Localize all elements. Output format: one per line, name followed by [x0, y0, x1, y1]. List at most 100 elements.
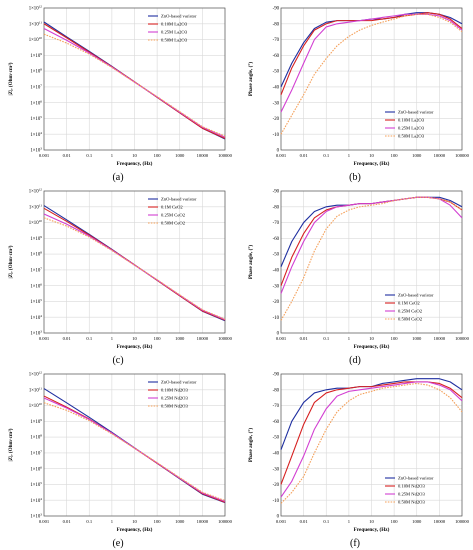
panel-f: 0.001 0.01 0.1 1 10 100 1000 10000 100000 0 -10 -20… [237, 366, 473, 549]
y-axis-title: |Z|, (Ohm·cm²) [7, 428, 14, 461]
y-tick-label: -80 [273, 388, 280, 393]
y-tick-label: 1×108 [30, 68, 42, 75]
y-tick-label: -80 [273, 205, 280, 210]
y-tick-label: 1×103 [30, 147, 42, 154]
y-axis-title: |Z|, (Ohm·cm²) [7, 245, 14, 278]
plot-frame [280, 373, 463, 517]
x-tick-label: 1000 [412, 336, 422, 341]
panel-d: 0.001 0.01 0.1 1 10 100 1000 10000 100000 0 -10 -20… [237, 183, 473, 366]
x-tick-label: 100 [391, 519, 399, 524]
y-tick-label: -30 [273, 467, 280, 472]
x-tick-label: 100000 [218, 519, 232, 524]
y-tick-label: 1×105 [30, 298, 42, 305]
plot-frame [43, 373, 226, 517]
y-tick-label: -10 [273, 499, 280, 504]
x-tick-label: 0.1 [86, 153, 92, 158]
series-line-3 [280, 381, 463, 498]
y-tick-label: -70 [273, 38, 280, 43]
panel-a: 0.001 0.01 0.1 1 10 100 1000 10000 100000 1×103 1×… [0, 0, 236, 183]
x-tick-label: 100000 [455, 519, 469, 524]
chart-c-svg: 0.001 0.01 0.1 1 10 100 1000 10000 100000 1×103 1×… [7, 188, 233, 350]
y-tick-label: 1×1011 [29, 203, 42, 210]
y-tick-label: 1×1012 [29, 371, 43, 378]
y-tick-label: -90 [273, 373, 280, 378]
chart-d-svg: 0.001 0.01 0.1 1 10 100 1000 10000 100000 0 -10 -20… [247, 190, 470, 350]
y-tick-label: 1×1010 [29, 402, 43, 409]
x-tick-label: 1000 [175, 519, 185, 524]
x-tick-label: 0.001 [39, 336, 50, 341]
x-tick-label: 0.01 [300, 519, 309, 524]
series-line-2 [280, 12, 463, 95]
x-tick-label: 10 [132, 336, 137, 341]
x-tick-label: 0.01 [63, 336, 72, 341]
x-tick-label: 10 [369, 153, 374, 158]
panel-label-d: (d) [349, 355, 361, 366]
y-tick-label: 1×104 [30, 131, 42, 138]
x-axis-title: Frequency, (Hz) [354, 343, 390, 350]
y-tick-label: -60 [273, 54, 280, 59]
y-tick-label: 1×105 [30, 481, 42, 488]
y-tick-label: 0 [277, 332, 280, 337]
x-tick-label: 0.001 [276, 519, 287, 524]
x-tick-label: 10000 [197, 336, 209, 341]
x-axis-title: Frequency, (Hz) [354, 160, 390, 167]
y-tick-label: -20 [273, 483, 280, 488]
x-tick-label: 100000 [218, 153, 232, 158]
x-tick-label: 1000 [175, 153, 185, 158]
series-line-4 [43, 402, 226, 502]
x-tick-label: 10000 [197, 519, 209, 524]
legend-entry: 0.50M Nd2O3 [398, 500, 426, 505]
y-tick-label: 1×109 [30, 418, 42, 425]
y-tick-label: -50 [273, 436, 280, 441]
x-axis-title: Frequency, (Hz) [117, 526, 153, 533]
y-tick-label: -90 [273, 7, 280, 12]
plot-frame [43, 7, 226, 151]
y-axis-title: Phase angle, (°) [247, 428, 254, 462]
legend-entry: 0.10M La2O3 [161, 22, 188, 27]
panel-label-b: (b) [349, 172, 361, 183]
legend-entry: 0.50M Nd2O3 [161, 404, 189, 409]
y-tick-label: 1×109 [30, 235, 42, 242]
y-tick-label: -90 [273, 190, 280, 195]
plot-frame [280, 190, 463, 334]
y-tick-label: 1×1011 [29, 386, 42, 393]
x-tick-label: 0.1 [86, 519, 92, 524]
y-tick-label: 1×108 [30, 434, 42, 441]
chart-a-svg: 0.001 0.01 0.1 1 10 100 1000 10000 100000 1×103 1×… [7, 5, 233, 167]
y-tick-label: -60 [273, 237, 280, 242]
series-line-3 [280, 13, 463, 113]
y-tick-label: -20 [273, 117, 280, 122]
y-tick-label: -40 [273, 85, 280, 90]
legend-entry: 0.1M CeO2 [161, 205, 183, 210]
y-tick-label: -70 [273, 221, 280, 226]
x-tick-label: 0.1 [86, 336, 92, 341]
legend-entry: ZnO-based varistor [398, 476, 434, 481]
y-tick-label: -30 [273, 284, 280, 289]
x-tick-label: 0.001 [276, 153, 287, 158]
y-tick-label: 1×1011 [29, 20, 42, 27]
x-tick-label: 0.1 [323, 153, 329, 158]
x-tick-label: 1000 [412, 519, 422, 524]
y-tick-label: 1×104 [30, 314, 42, 321]
x-tick-label: 10000 [434, 336, 446, 341]
x-tick-label: 1 [111, 336, 114, 341]
y-tick-label: 1×103 [30, 513, 42, 520]
legend-entry: 0.25M La2O3 [161, 30, 188, 35]
y-tick-label: -80 [273, 22, 280, 27]
x-tick-label: 100 [154, 153, 162, 158]
panel-label-c: (c) [112, 355, 124, 366]
x-tick-label: 0.001 [276, 336, 287, 341]
y-tick-label: 0 [277, 515, 280, 520]
x-tick-label: 0.1 [323, 336, 329, 341]
x-tick-label: 10000 [197, 153, 209, 158]
y-tick-label: 1×104 [30, 497, 42, 504]
series-line-4 [280, 196, 463, 321]
panel-label-e: (e) [112, 538, 124, 549]
y-tick-label: 1×105 [30, 115, 42, 122]
legend-entry: 0.50M La2O3 [398, 134, 425, 139]
y-tick-label: 1×1012 [29, 188, 43, 195]
x-tick-label: 100 [391, 153, 399, 158]
x-tick-label: 100000 [455, 153, 469, 158]
x-tick-label: 1 [111, 519, 114, 524]
